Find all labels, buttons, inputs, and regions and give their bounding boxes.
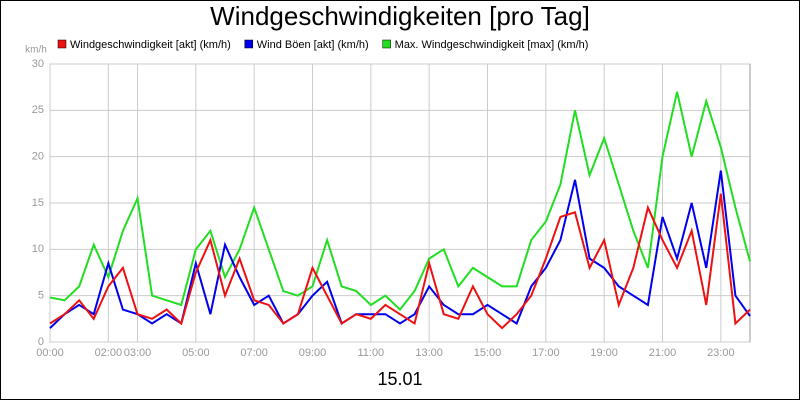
series-line bbox=[49, 170, 751, 329]
x-tick-label: 15:00 bbox=[474, 347, 502, 359]
x-tick-label: 17:00 bbox=[532, 347, 560, 359]
x-tick-label: 19:00 bbox=[590, 347, 618, 359]
legend-swatch bbox=[244, 39, 254, 49]
x-axis-label: 15.01 bbox=[377, 369, 422, 389]
legend-swatch bbox=[57, 39, 67, 49]
series-line bbox=[49, 193, 751, 330]
x-tick-label: 05:00 bbox=[182, 347, 210, 359]
legend-label: Max. Windgeschwindigkeit [max] (km/h) bbox=[395, 39, 589, 51]
y-tick-label: 10 bbox=[32, 243, 44, 255]
legend-label: Windgeschwindigkeit [akt] (km/h) bbox=[70, 39, 231, 51]
x-tick-label: 09:00 bbox=[299, 347, 327, 359]
x-tick-label: 11:00 bbox=[357, 347, 384, 359]
y-tick-label: 0 bbox=[38, 336, 44, 348]
y-tick-label: 5 bbox=[38, 290, 44, 302]
y-tick-label: 15 bbox=[32, 197, 44, 209]
legend-label: Wind Böen [akt] (km/h) bbox=[257, 39, 369, 51]
y-tick-label: 25 bbox=[32, 104, 44, 116]
x-tick-label: 21:00 bbox=[649, 347, 677, 359]
x-tick-label: 13:00 bbox=[415, 347, 443, 359]
chart-title: Windgeschwindigkeiten [pro Tag] bbox=[210, 1, 590, 31]
series-line bbox=[49, 91, 751, 312]
y-unit: km/h bbox=[25, 45, 47, 56]
x-tick-label: 03:00 bbox=[124, 347, 152, 359]
legend-swatch bbox=[382, 39, 391, 49]
x-tick-label: 23:00 bbox=[707, 347, 735, 359]
y-tick-label: 30 bbox=[32, 58, 44, 70]
x-tick-label: 07:00 bbox=[240, 347, 268, 359]
x-tick-label: 00:00 bbox=[36, 347, 64, 359]
y-tick-label: 20 bbox=[32, 151, 44, 163]
x-tick-label: 02:00 bbox=[95, 347, 123, 359]
